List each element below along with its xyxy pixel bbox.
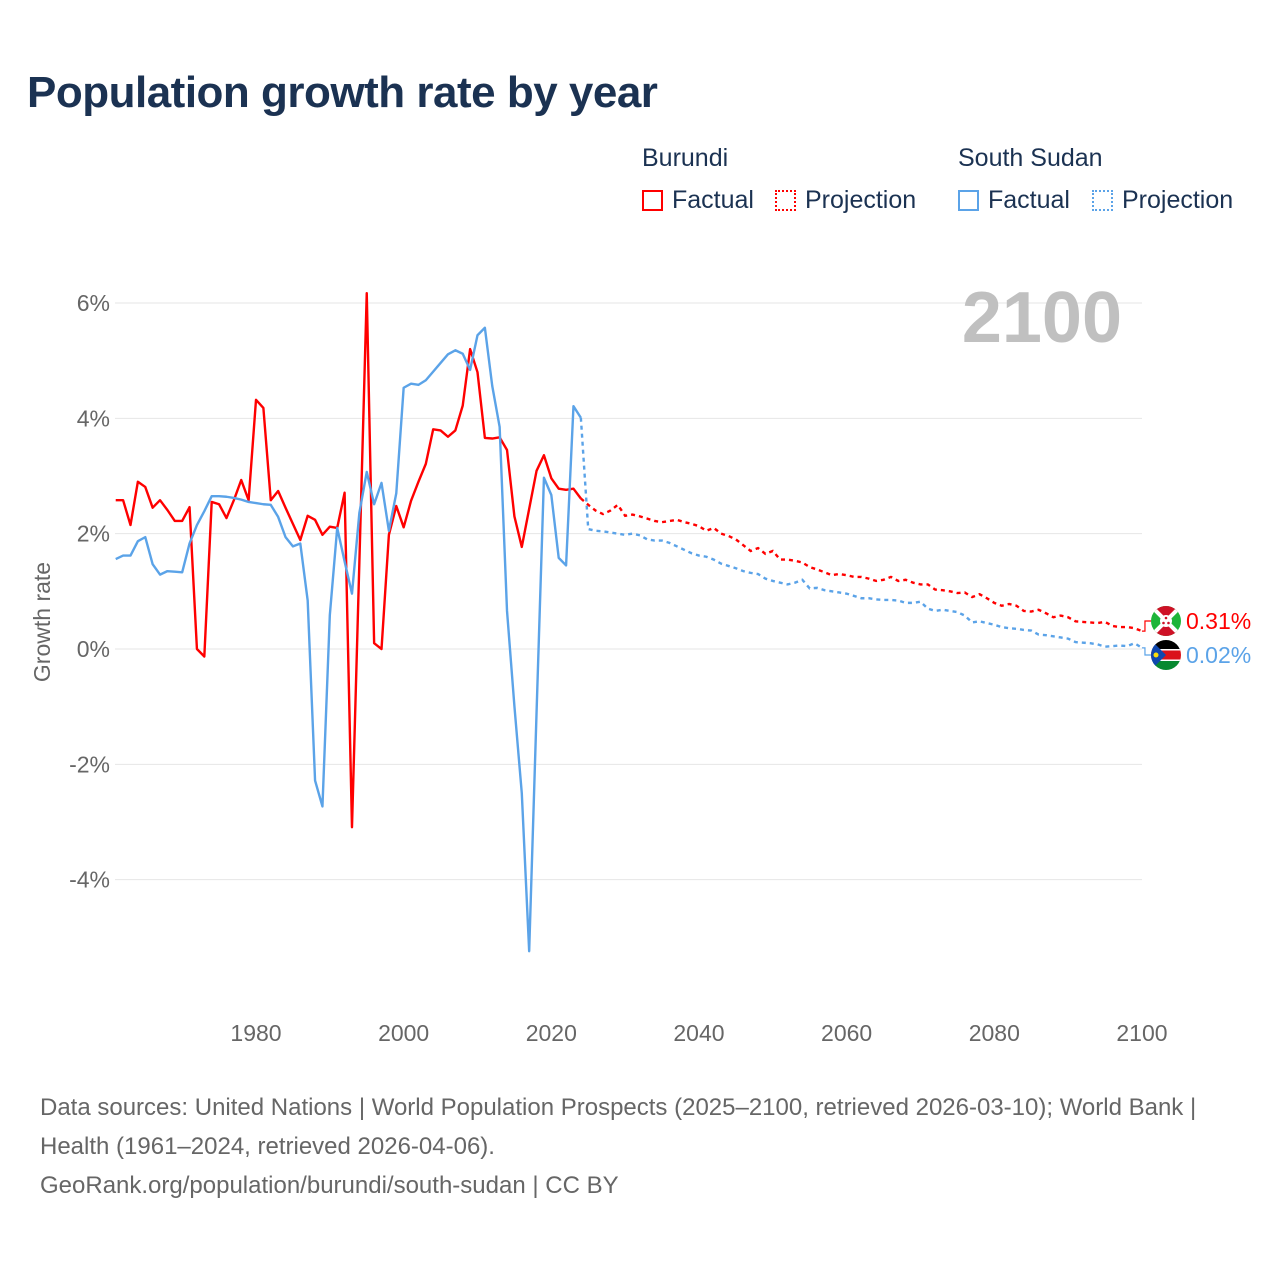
y-tick-label: -4% (69, 867, 110, 893)
solid-swatch-icon (958, 190, 979, 211)
dotted-swatch-icon (775, 190, 796, 211)
data-sources: Data sources: United Nations | World Pop… (40, 1094, 1197, 1160)
south-sudan-flag-icon (1151, 640, 1181, 670)
south-sudan-end-label: 0.02% (1186, 642, 1251, 668)
line-chart: 6% 4% 2% 0% -2% -4% 1980 2000 2020 2040 2060 2080 21… (29, 278, 1251, 1046)
source-link[interactable]: GeoRank.org/population/burundi/south-sud… (40, 1172, 619, 1199)
page-title: Population growth rate by year (27, 68, 658, 117)
x-tick-label: 2040 (673, 1020, 724, 1046)
y-axis-label: Growth rate (29, 562, 55, 682)
x-tick-label: 2000 (378, 1020, 429, 1046)
y-tick-label: 0% (77, 636, 110, 662)
y-tick-label: 6% (77, 290, 110, 316)
burundi-projection-line (580, 497, 1143, 633)
south-sudan-factual-line (115, 326, 582, 953)
legend-south-sudan-projection[interactable]: Projection (1092, 186, 1233, 215)
legend-group-south-sudan: South Sudan (958, 144, 1103, 172)
burundi-factual-line (115, 291, 582, 829)
burundi-label-connector (1141, 620, 1151, 632)
dotted-swatch-icon (1092, 190, 1113, 211)
y-tick-label: -2% (69, 751, 110, 777)
x-tick-label: 2080 (969, 1020, 1020, 1046)
south-sudan-label-connector (1141, 647, 1151, 656)
x-tick-label: 1980 (230, 1020, 281, 1046)
burundi-flag-icon (1151, 606, 1181, 636)
legend-label: Factual (988, 186, 1070, 214)
burundi-end-label: 0.31% (1186, 608, 1251, 634)
legend-label: Projection (805, 186, 917, 214)
x-tick-label: 2020 (526, 1020, 577, 1046)
x-tick-label: 2100 (1116, 1020, 1167, 1046)
south-sudan-projection-line (579, 417, 1143, 649)
footer: Data sources: United Nations | World Pop… (40, 1088, 1230, 1205)
legend-group-burundi: Burundi (642, 144, 729, 172)
y-tick-label: 4% (77, 405, 110, 431)
legend-burundi-factual[interactable]: Factual (642, 186, 754, 215)
legend-south-sudan-factual[interactable]: Factual (958, 186, 1070, 215)
legend-label: Projection (1122, 186, 1234, 214)
y-tick-label: 2% (77, 521, 110, 547)
year-overlay: 2100 (962, 278, 1122, 358)
legend-label: Factual (672, 186, 754, 214)
solid-swatch-icon (642, 190, 663, 211)
legend-burundi-projection[interactable]: Projection (775, 186, 916, 215)
x-tick-label: 2060 (821, 1020, 872, 1046)
